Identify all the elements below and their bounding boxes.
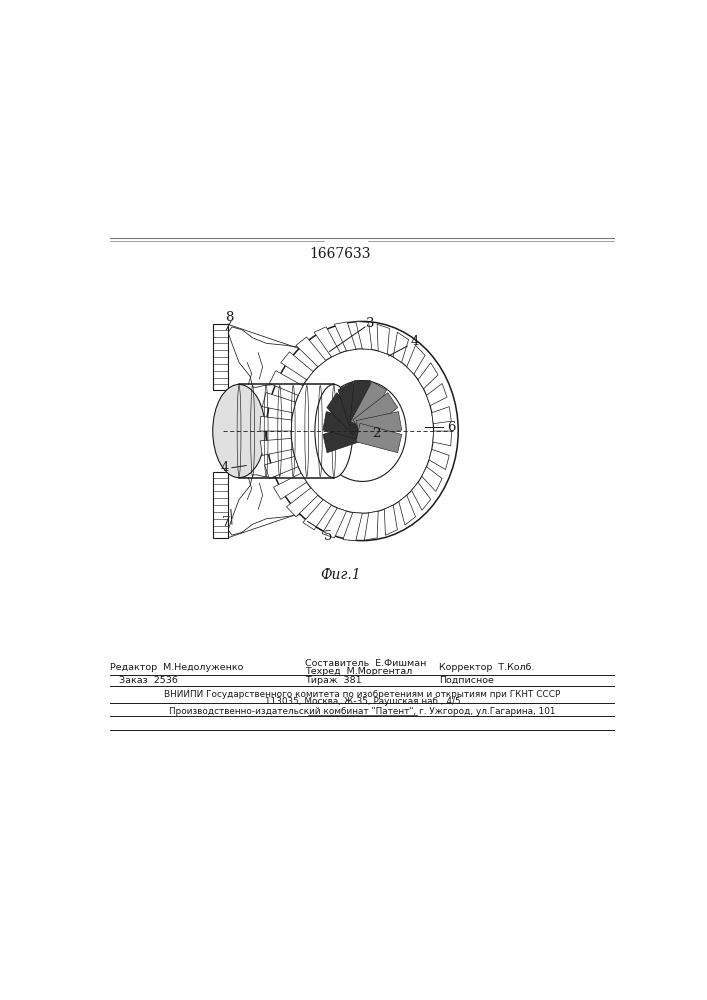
Polygon shape	[350, 381, 370, 425]
Polygon shape	[228, 327, 338, 387]
Text: 4: 4	[220, 461, 228, 474]
Text: 1667633: 1667633	[310, 247, 371, 261]
Polygon shape	[264, 456, 298, 479]
Bar	[214, 472, 228, 538]
Polygon shape	[327, 393, 363, 435]
Polygon shape	[269, 371, 303, 395]
Text: 7: 7	[222, 516, 230, 529]
Polygon shape	[407, 345, 425, 374]
Polygon shape	[422, 467, 442, 491]
Polygon shape	[418, 363, 438, 389]
Text: 2: 2	[372, 427, 380, 440]
Polygon shape	[323, 423, 360, 453]
Text: 113035, Москва, Ж-35, Раушская наб., 4/5: 113035, Москва, Ж-35, Раушская наб., 4/5	[264, 697, 460, 706]
Text: Корректор  Т.Колб.: Корректор Т.Колб.	[439, 663, 534, 672]
Polygon shape	[356, 412, 402, 439]
Text: Техред  М.Моргентал: Техред М.Моргентал	[305, 667, 412, 676]
Polygon shape	[303, 500, 332, 530]
Text: Фиг.1: Фиг.1	[320, 568, 361, 582]
Polygon shape	[393, 332, 409, 362]
Text: Составитель  Е.Фишман: Составитель Е.Фишман	[305, 659, 426, 668]
Bar	[214, 324, 228, 390]
Polygon shape	[260, 416, 292, 431]
Polygon shape	[323, 412, 360, 439]
Text: 4: 4	[410, 335, 419, 348]
Ellipse shape	[315, 384, 353, 478]
Polygon shape	[260, 438, 293, 455]
Polygon shape	[286, 488, 318, 517]
Polygon shape	[385, 505, 397, 535]
Text: 6: 6	[447, 421, 455, 434]
Text: Подписное: Подписное	[439, 676, 494, 685]
Polygon shape	[262, 393, 296, 413]
Polygon shape	[274, 473, 307, 499]
Text: 3: 3	[366, 317, 375, 330]
Polygon shape	[343, 512, 363, 541]
Polygon shape	[228, 475, 338, 535]
Ellipse shape	[319, 381, 407, 481]
Text: Тираж  381: Тираж 381	[305, 676, 361, 685]
Polygon shape	[296, 337, 326, 367]
Polygon shape	[429, 449, 449, 470]
Polygon shape	[338, 382, 366, 430]
Polygon shape	[356, 321, 372, 350]
Polygon shape	[322, 508, 346, 538]
Ellipse shape	[267, 321, 458, 541]
Text: 8: 8	[226, 311, 234, 324]
Polygon shape	[426, 383, 447, 406]
Text: Редактор  М.Недолуженко: Редактор М.Недолуженко	[110, 663, 244, 672]
Polygon shape	[281, 352, 313, 380]
Ellipse shape	[213, 384, 265, 478]
Polygon shape	[314, 327, 340, 357]
Polygon shape	[399, 495, 416, 525]
Polygon shape	[433, 431, 452, 446]
Polygon shape	[364, 511, 378, 540]
Polygon shape	[356, 423, 402, 453]
Polygon shape	[411, 482, 431, 510]
Polygon shape	[334, 322, 356, 351]
Polygon shape	[432, 407, 451, 424]
Text: ВНИИПИ Государственного комитета по изобретениям и открытиям при ГКНТ СССР: ВНИИПИ Государственного комитета по изоб…	[164, 690, 561, 699]
Ellipse shape	[291, 349, 433, 513]
Text: 5: 5	[325, 530, 332, 543]
Polygon shape	[351, 382, 387, 430]
Polygon shape	[377, 324, 390, 354]
Text: Заказ  2536: Заказ 2536	[119, 676, 177, 685]
Text: Производственно-издательский комбинат "Патент", г. Ужгород, ул.Гагарина, 101: Производственно-издательский комбинат "П…	[169, 707, 556, 716]
Polygon shape	[353, 393, 398, 435]
